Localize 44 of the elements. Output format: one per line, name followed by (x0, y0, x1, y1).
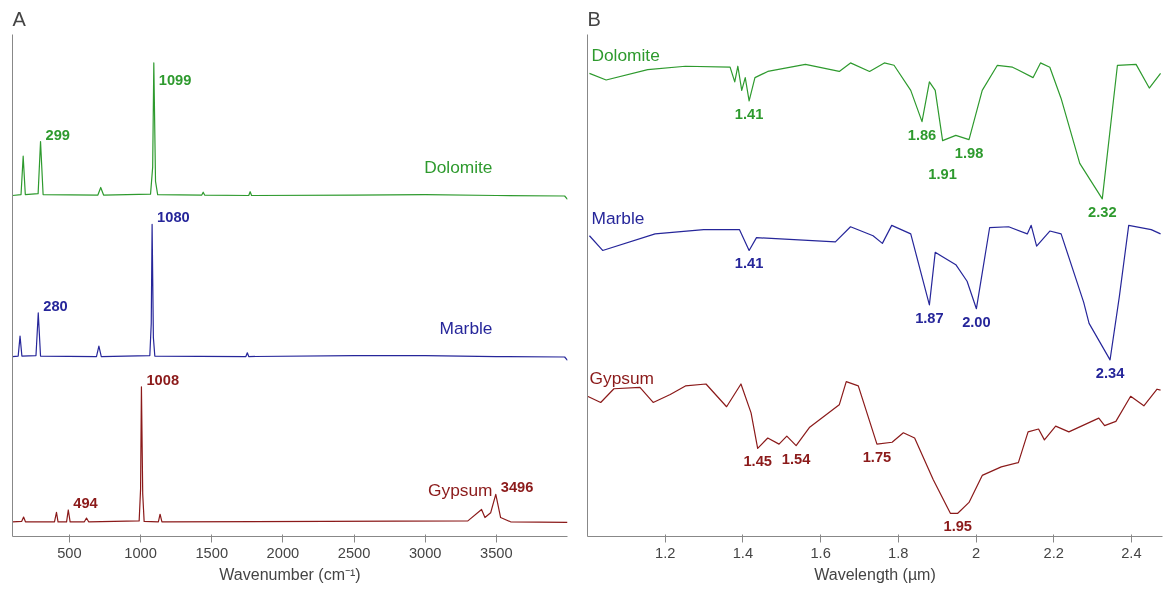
annotation: 1.41 (734, 105, 764, 122)
annotation: 1.91 (928, 165, 957, 182)
x-axis-title: Wavelength (µm) (814, 565, 936, 583)
chart-title: B (587, 7, 601, 30)
x-tick-label: 500 (57, 544, 82, 561)
annotation: 494 (73, 494, 99, 511)
annotation: 2.34 (1095, 364, 1126, 381)
annotation: 299 (45, 126, 70, 143)
series-label: Marble (439, 318, 493, 339)
x-tick-label: 2000 (266, 544, 300, 561)
annotation: 1.87 (915, 309, 944, 326)
x-tick-label: 2.2 (1043, 544, 1064, 561)
annotation: 1.41 (734, 255, 764, 272)
annotation: 3496 (500, 479, 534, 496)
series-label: Gypsum (589, 368, 655, 389)
annotation: 1.86 (907, 126, 937, 143)
annotation: 2.00 (962, 313, 991, 330)
x-tick-label: 3500 (480, 544, 513, 561)
annotation: 1.75 (862, 449, 892, 466)
annotation: 1.95 (943, 518, 973, 535)
x-tick-label: 1.2 (655, 544, 676, 561)
annotation: 1.54 (781, 450, 812, 467)
x-tick-label: 1.8 (888, 544, 909, 561)
x-tick-label: 1500 (195, 544, 229, 561)
x-tick-label: 3000 (408, 544, 442, 561)
annotation: 2.32 (1088, 203, 1117, 220)
x-tick-label: 1000 (124, 544, 157, 561)
annotation: 1008 (146, 371, 180, 388)
x-tick-label: 1.6 (810, 544, 831, 561)
series-label: Dolomite (424, 157, 493, 178)
x-axis-title: Wavenumber (cm⁻¹) (219, 565, 361, 583)
annotation: 1.45 (743, 453, 772, 470)
annotation: 1080 (157, 209, 190, 226)
series-label: Gypsum (427, 480, 493, 501)
series-label: Marble (591, 207, 645, 228)
annotation: 1099 (158, 71, 192, 88)
x-tick-label: 2.4 (1121, 544, 1142, 561)
annotation: 280 (43, 297, 68, 314)
x-tick-label: 2 (971, 544, 981, 561)
series-label: Dolomite (591, 45, 660, 66)
chart-title: A (12, 7, 27, 30)
annotation: 1.98 (954, 144, 984, 161)
x-tick-label: 2500 (337, 544, 371, 561)
x-tick-label: 1.4 (732, 544, 754, 561)
